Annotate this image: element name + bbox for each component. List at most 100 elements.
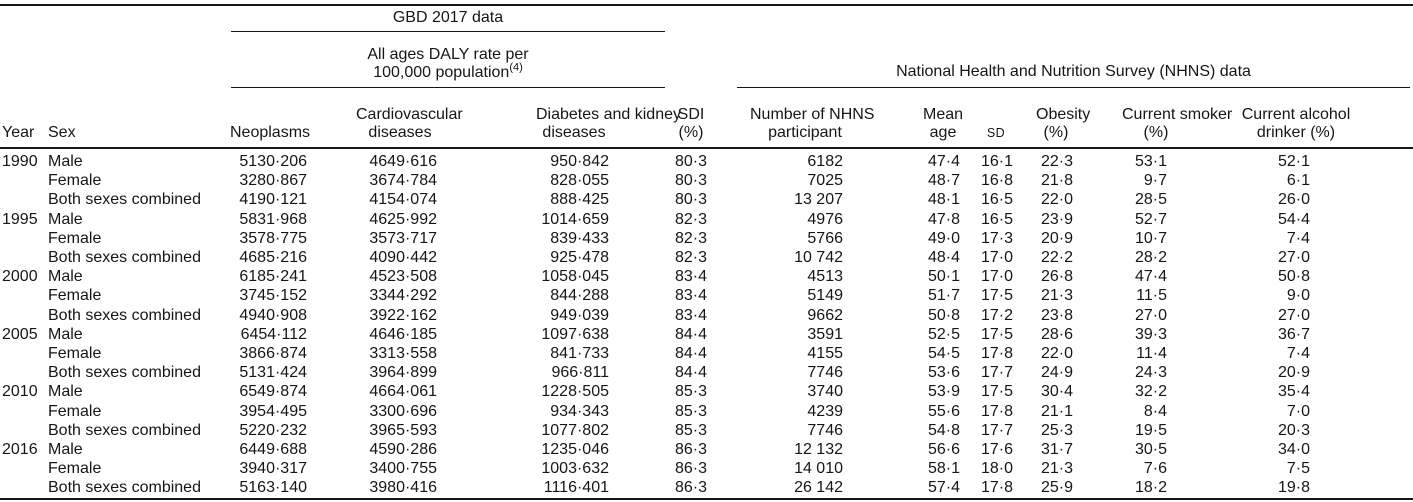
cell-alcohol: 52·1 (1277, 153, 1310, 170)
cell-obesity: 22·2 (1040, 249, 1073, 267)
cell-sd: 17·7 (980, 421, 1013, 439)
cell-alcohol: 34·0 (1277, 441, 1310, 459)
cell-diabetes: 1228·505 (541, 383, 609, 401)
cell-year (0, 190, 46, 209)
cell-mean-age: 57·4 (927, 479, 960, 497)
cell-sex: Male (48, 441, 83, 459)
cell-sd: 17·5 (980, 325, 1013, 343)
cell-sd: 17·3 (980, 229, 1013, 247)
cell-sdi: 84·4 (674, 364, 707, 382)
daly-footnote-marker: (4) (509, 61, 523, 74)
cell-cardiovascular: 3573·717 (369, 229, 437, 247)
spanner-spacer (612, 32, 710, 88)
cell-smoker: 53·1 (1134, 153, 1167, 170)
table-row: 2000 Male 6185·241 4523·508 1058·045 83·… (0, 267, 1413, 286)
cell-sd: 17·6 (980, 441, 1013, 459)
cell-year (0, 478, 46, 498)
cell-mean-age: 48·1 (927, 191, 960, 209)
cell-alcohol: 19·8 (1277, 479, 1310, 497)
table-row: Female 3866·874 3313·558 841·733 84·4 41… (0, 344, 1413, 363)
cell-year (0, 459, 46, 478)
cell-obesity: 20·9 (1040, 229, 1073, 247)
daly-group-header: All ages DALY rate per 100,000 populatio… (226, 32, 665, 88)
cell-diabetes: 841·733 (550, 345, 609, 363)
cell-obesity: 26·8 (1040, 268, 1073, 286)
gbd-spanner-row: GBD 2017 data (0, 5, 1413, 32)
cell-sex: Female (48, 287, 102, 305)
cell-year (0, 171, 46, 190)
cell-sdi: 83·4 (674, 287, 707, 305)
spanner-spacer (0, 5, 226, 32)
cell-sd: 17·7 (980, 364, 1013, 382)
cell-sd: 17·5 (980, 287, 1013, 305)
cell-neoplasms: 3940·317 (239, 460, 307, 478)
cell-sd: 16·1 (980, 153, 1013, 170)
cell-year (0, 286, 46, 305)
table-row: Both sexes combined 5131·424 3964·899 96… (0, 363, 1413, 382)
cell-cardiovascular: 3344·292 (369, 287, 437, 305)
cell-sdi: 80·3 (674, 172, 707, 190)
cell-year: 2000 (2, 268, 38, 286)
cell-sdi: 85·3 (674, 383, 707, 401)
table-row: Female 3954·495 3300·696 934·343 85·3 42… (0, 402, 1413, 421)
cell-neoplasms: 6454·112 (240, 325, 307, 343)
cell-sdi: 82·3 (674, 229, 707, 247)
cell-participants: 9662 (807, 306, 843, 324)
cell-neoplasms: 6549·874 (239, 383, 307, 401)
cell-mean-age: 58·1 (927, 460, 960, 478)
gbd-group-header: GBD 2017 data (226, 5, 665, 32)
table-row: Both sexes combined 4685·216 4090·442 92… (0, 248, 1413, 267)
cell-cardiovascular: 4664·061 (369, 383, 437, 401)
cell-sdi: 86·3 (674, 460, 707, 478)
cell-obesity: 22·0 (1040, 191, 1073, 209)
col-header-sdi: SDI (%) (612, 88, 710, 149)
col-header-sex: Sex (46, 88, 226, 149)
cell-alcohol: 54·4 (1277, 210, 1310, 228)
cell-sd: 17·2 (980, 306, 1013, 324)
cell-mean-age: 47·8 (927, 210, 960, 228)
col-header-obesity: Obesity (%) (1016, 88, 1090, 149)
cell-alcohol: 26·0 (1277, 191, 1310, 209)
cell-sdi: 86·3 (674, 441, 707, 459)
cell-diabetes: 1058·045 (541, 268, 609, 286)
table-row: Female 3745·152 3344·292 844·288 83·4 51… (0, 286, 1413, 305)
cell-year (0, 306, 46, 325)
cell-sd: 17·5 (980, 383, 1013, 401)
cell-cardiovascular: 4090·442 (369, 249, 437, 267)
cell-smoker: 11·5 (1136, 287, 1167, 305)
cell-year: 2005 (2, 325, 38, 343)
cell-smoker: 7·6 (1143, 460, 1167, 478)
cell-mean-age: 47·4 (927, 153, 960, 170)
cell-sex: Female (48, 402, 102, 420)
cell-cardiovascular: 3400·755 (369, 460, 437, 478)
nhns-group-title: National Health and Nutrition Survey (NH… (896, 63, 1251, 80)
cell-participants: 26 142 (794, 479, 843, 497)
cell-sex: Female (48, 172, 102, 190)
cell-diabetes: 949·039 (550, 306, 609, 324)
cell-smoker: 8·4 (1143, 402, 1167, 420)
cell-sex: Both sexes combined (48, 306, 201, 324)
cell-sdi: 82·3 (674, 210, 707, 228)
cell-mean-age: 54·5 (927, 345, 960, 363)
cell-mean-age: 48·4 (927, 249, 960, 267)
table-row: Female 3280·867 3674·784 828·055 80·3 70… (0, 171, 1413, 190)
table-row: 2010 Male 6549·874 4664·061 1228·505 85·… (0, 382, 1413, 401)
cell-participants: 14 010 (794, 460, 843, 478)
cell-sd: 17·8 (980, 345, 1013, 363)
cell-diabetes: 1003·632 (541, 460, 609, 478)
cell-sex: Male (48, 383, 83, 401)
cell-sdi: 84·4 (674, 325, 707, 343)
cell-smoker: 30·5 (1134, 441, 1167, 459)
cell-sex: Both sexes combined (48, 421, 201, 439)
col-header-smoker: Current smoker (%) (1076, 88, 1232, 149)
cell-neoplasms: 3578·775 (239, 229, 307, 247)
col-header-cardiovascular: Cardiovascular diseases (314, 88, 463, 149)
col-header-sd: SD (964, 88, 1016, 149)
cell-sd: 17·8 (980, 402, 1013, 420)
cell-obesity: 23·8 (1040, 306, 1073, 324)
cell-obesity: 28·6 (1040, 325, 1073, 343)
cell-alcohol: 27·0 (1277, 249, 1310, 267)
cell-alcohol: 7·4 (1286, 345, 1310, 363)
cell-mean-age: 53·6 (927, 364, 960, 382)
cell-diabetes: 839·433 (550, 229, 609, 247)
